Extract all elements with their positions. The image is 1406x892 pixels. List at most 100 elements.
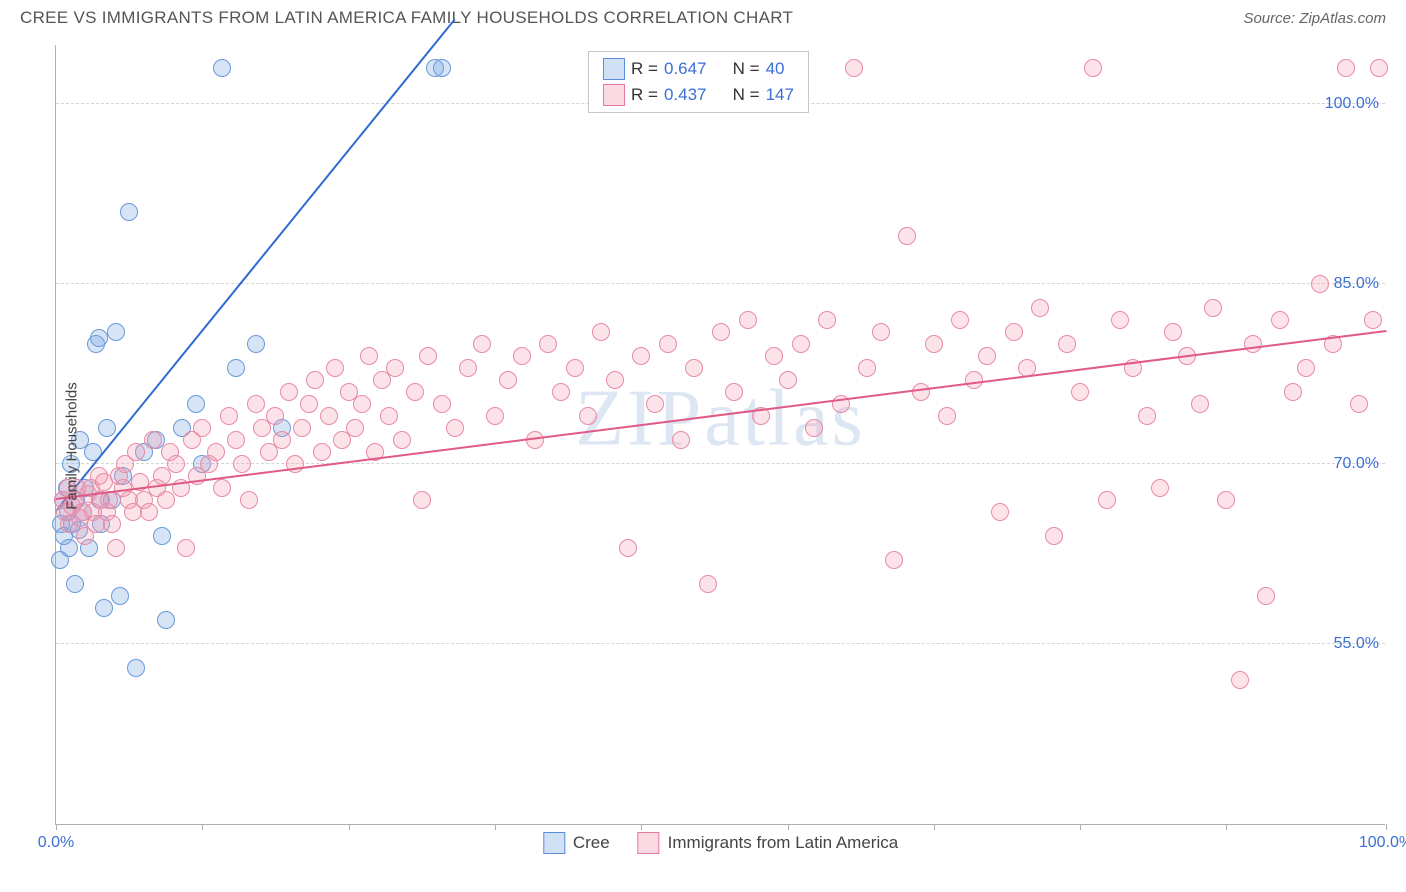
- data-point: [646, 395, 664, 413]
- data-point: [632, 347, 650, 365]
- data-point: [326, 359, 344, 377]
- data-point: [1045, 527, 1063, 545]
- data-point: [320, 407, 338, 425]
- data-point: [459, 359, 477, 377]
- data-point: [406, 383, 424, 401]
- xtick: [934, 824, 935, 830]
- ytick-label: 70.0%: [1334, 455, 1379, 473]
- data-point: [90, 329, 108, 347]
- legend-row: R = 0.437 N = 147: [603, 82, 794, 108]
- data-point: [1271, 311, 1289, 329]
- data-point: [1031, 299, 1049, 317]
- data-point: [66, 575, 84, 593]
- xtick-label-end: 100.0%: [1359, 834, 1406, 852]
- data-point: [579, 407, 597, 425]
- data-point: [103, 515, 121, 533]
- data-point: [725, 383, 743, 401]
- data-point: [805, 419, 823, 437]
- series-legend: Cree Immigrants from Latin America: [543, 832, 898, 854]
- data-point: [1138, 407, 1156, 425]
- data-point: [872, 323, 890, 341]
- data-point: [699, 575, 717, 593]
- data-point: [739, 311, 757, 329]
- legend-swatch: [603, 84, 625, 106]
- data-point: [233, 455, 251, 473]
- data-point: [965, 371, 983, 389]
- data-point: [227, 431, 245, 449]
- data-point: [167, 455, 185, 473]
- data-point: [107, 323, 125, 341]
- legend-label: Immigrants from Latin America: [668, 833, 899, 853]
- data-point: [978, 347, 996, 365]
- xtick: [56, 824, 57, 830]
- data-point: [938, 407, 956, 425]
- data-point: [346, 419, 364, 437]
- data-point: [1337, 59, 1355, 77]
- data-point: [566, 359, 584, 377]
- data-point: [1058, 335, 1076, 353]
- data-point: [552, 383, 570, 401]
- data-point: [127, 659, 145, 677]
- data-point: [213, 479, 231, 497]
- data-point: [606, 371, 624, 389]
- trend-line: [56, 330, 1386, 500]
- data-point: [473, 335, 491, 353]
- data-point: [898, 227, 916, 245]
- data-point: [127, 443, 145, 461]
- gridline: [56, 463, 1385, 464]
- data-point: [293, 419, 311, 437]
- data-point: [393, 431, 411, 449]
- n-value: 40: [766, 59, 785, 79]
- data-point: [213, 59, 231, 77]
- data-point: [157, 491, 175, 509]
- data-point: [144, 431, 162, 449]
- data-point: [991, 503, 1009, 521]
- data-point: [659, 335, 677, 353]
- data-point: [300, 395, 318, 413]
- scatter-plot: ZIPatlas 55.0%70.0%85.0%100.0%0.0%100.0%…: [55, 45, 1385, 825]
- data-point: [446, 419, 464, 437]
- data-point: [499, 371, 517, 389]
- legend-swatch: [603, 58, 625, 80]
- data-point: [98, 419, 116, 437]
- data-point: [779, 371, 797, 389]
- correlation-legend: R = 0.647 N = 40 R = 0.437 N = 147: [588, 51, 809, 113]
- data-point: [1005, 323, 1023, 341]
- data-point: [360, 347, 378, 365]
- data-point: [858, 359, 876, 377]
- legend-row: R = 0.647 N = 40: [603, 56, 794, 82]
- data-point: [619, 539, 637, 557]
- data-point: [353, 395, 371, 413]
- data-point: [220, 407, 238, 425]
- r-value: 0.647: [664, 59, 707, 79]
- data-point: [107, 539, 125, 557]
- data-point: [1231, 671, 1249, 689]
- chart-title: CREE VS IMMIGRANTS FROM LATIN AMERICA FA…: [20, 8, 793, 28]
- data-point: [247, 395, 265, 413]
- data-point: [153, 527, 171, 545]
- data-point: [266, 407, 284, 425]
- data-point: [280, 383, 298, 401]
- xtick: [788, 824, 789, 830]
- data-point: [672, 431, 690, 449]
- title-bar: CREE VS IMMIGRANTS FROM LATIN AMERICA FA…: [0, 0, 1406, 32]
- n-value: 147: [766, 85, 794, 105]
- data-point: [433, 395, 451, 413]
- data-point: [1311, 275, 1329, 293]
- data-point: [1257, 587, 1275, 605]
- data-point: [951, 311, 969, 329]
- data-point: [1071, 383, 1089, 401]
- data-point: [685, 359, 703, 377]
- data-point: [111, 587, 129, 605]
- data-point: [1284, 383, 1302, 401]
- data-point: [120, 203, 138, 221]
- ytick-label: 100.0%: [1325, 95, 1379, 113]
- data-point: [306, 371, 324, 389]
- gridline: [56, 283, 1385, 284]
- data-point: [1191, 395, 1209, 413]
- data-point: [177, 539, 195, 557]
- source-label: Source: ZipAtlas.com: [1243, 10, 1386, 27]
- legend-item: Cree: [543, 832, 610, 854]
- data-point: [95, 599, 113, 617]
- data-point: [386, 359, 404, 377]
